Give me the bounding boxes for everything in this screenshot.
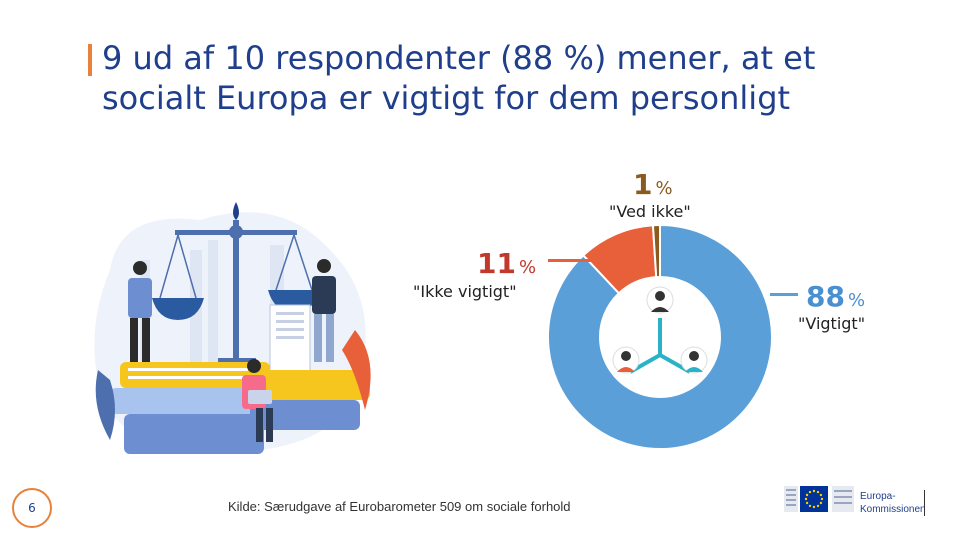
slide-title: 9 ud af 10 respondenter (88 %) mener, at…	[102, 38, 902, 118]
eu-star	[819, 501, 823, 505]
title-accent-bar	[88, 44, 92, 76]
eu-star	[812, 505, 816, 509]
scales-of-justice-illustration	[94, 202, 371, 454]
ec-logo-divider	[924, 490, 925, 516]
page-number: 6	[12, 488, 52, 528]
label-ved-ikke: "Ved ikke"	[609, 202, 691, 221]
ved-ikke-value: 1	[633, 168, 653, 201]
title-line-2: socialt Europa er vigtigt for dem person…	[102, 79, 791, 117]
ved-ikke-percent-sign: %	[655, 178, 673, 199]
eu-flag-icon	[784, 486, 854, 512]
eu-star	[819, 493, 823, 497]
ikke-vigtigt-value: 11	[477, 247, 516, 280]
eu-star	[812, 489, 816, 493]
label-vigtigt: "Vigtigt"	[798, 314, 866, 333]
title-line-1: 9 ud af 10 respondenter (88 %) mener, at…	[102, 39, 816, 77]
slice-ved-ikke	[651, 223, 661, 279]
eu-star	[820, 497, 824, 501]
ec-logo-text: Europa- Kommissionen	[860, 490, 926, 516]
eu-star	[816, 490, 820, 494]
label-ikke-vigtigt-pct: 11%	[477, 247, 536, 280]
ikke-vigtigt-percent-sign: %	[518, 257, 537, 278]
people-network-icon	[612, 286, 708, 374]
label-ikke-vigtigt: "Ikke vigtigt"	[413, 282, 517, 301]
eu-star	[816, 504, 820, 508]
ec-logo-line-1: Europa-	[860, 491, 896, 502]
eu-star	[805, 493, 809, 497]
leader-ikke-vigtigt	[548, 259, 608, 262]
vigtigt-percent-sign: %	[847, 290, 866, 311]
slice-vigtigt	[547, 223, 773, 450]
label-vigtigt-pct: 88%	[806, 280, 865, 313]
vigtigt-value: 88	[806, 280, 845, 313]
label-ved-ikke-pct: 1%	[633, 168, 673, 201]
ec-logo-line-2: Kommissionen	[860, 504, 926, 515]
eu-star	[805, 501, 809, 505]
source-note: Kilde: Særudgave af Eurobarometer 509 om…	[228, 499, 571, 514]
eu-star	[808, 490, 812, 494]
eu-star	[808, 504, 812, 508]
leader-vigtigt	[770, 293, 798, 296]
eu-star	[804, 497, 808, 501]
